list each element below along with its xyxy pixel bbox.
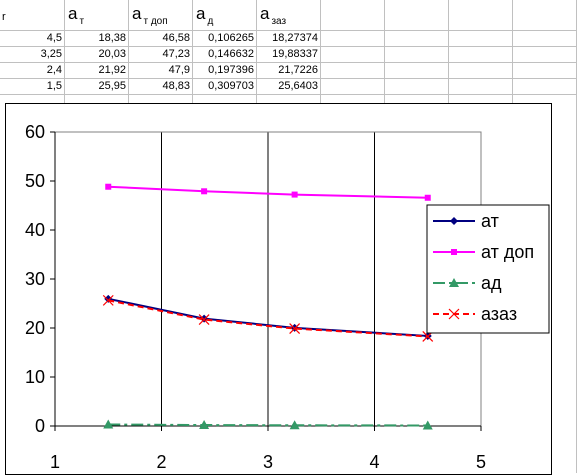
header-atdop-sub: т доп: [143, 16, 168, 27]
chart-area[interactable]: 0 10 20 30 40 50 60 1 2 3 4 5 ат ат доп ад азаз: [5, 103, 552, 475]
cell-atdop[interactable]: 47,23: [162, 48, 190, 60]
series-line: [108, 299, 428, 338]
data-point: [105, 183, 112, 190]
row-line: [0, 30, 577, 31]
data-point: [422, 420, 433, 430]
data-point: [289, 420, 300, 430]
cell-r[interactable]: 3,25: [40, 48, 62, 60]
x-tick-label: 3: [263, 452, 273, 472]
data-point: [289, 323, 301, 334]
series-line: [108, 185, 428, 199]
header-r[interactable]: r: [2, 11, 6, 23]
x-tick-label: 4: [369, 452, 379, 472]
cell-r[interactable]: 4,5: [46, 32, 62, 44]
data-point: [424, 194, 431, 201]
header-ad-sub: д: [207, 16, 214, 27]
data-point: [200, 314, 209, 323]
data-point: [103, 419, 114, 429]
line-chart: 0 10 20 30 40 50 60 1 2 3 4 5 ат ат доп ад азаз: [25, 122, 550, 472]
row-line: [0, 62, 577, 63]
x-tick-label: 2: [156, 452, 166, 472]
data-point: [201, 188, 208, 195]
cell-ad[interactable]: 0,197396: [208, 64, 254, 76]
cell-azaz[interactable]: 18,27374: [272, 32, 318, 44]
data-point: [198, 314, 210, 325]
y-tick-label: 10: [25, 367, 45, 387]
legend-label: ат доп: [481, 242, 534, 262]
legend-box: [426, 204, 550, 334]
y-tick-label: 40: [25, 220, 45, 240]
legend-label: ат: [481, 211, 499, 231]
header-at-main: a: [68, 4, 78, 23]
y-tick-label: 60: [25, 122, 45, 142]
legend-marker: [448, 308, 460, 320]
y-tick-label: 30: [25, 269, 45, 289]
legend-marker: [450, 217, 458, 225]
cell-at[interactable]: 18,38: [98, 32, 126, 44]
y-tick-label: 0: [35, 416, 45, 436]
data-point: [199, 420, 210, 430]
cell-atdop[interactable]: 48,83: [162, 80, 190, 92]
y-tick-label: 20: [25, 318, 45, 338]
cell-ad[interactable]: 0,106265: [208, 32, 254, 44]
cell-azaz[interactable]: 19,88337: [272, 48, 318, 60]
row-line: [0, 46, 577, 47]
cell-at[interactable]: 20,03: [98, 48, 126, 60]
header-at-sub: т: [79, 16, 85, 27]
legend-marker: [449, 278, 459, 287]
cell-r[interactable]: 1,5: [46, 80, 62, 92]
x-tick-label: 1: [50, 452, 60, 472]
legend-marker: [451, 249, 457, 255]
legend-label: азаз: [481, 304, 517, 324]
cell-atdop[interactable]: 47,9: [168, 64, 190, 76]
cell-r[interactable]: 2,4: [46, 64, 62, 76]
header-azaz[interactable]: a заз: [260, 4, 287, 27]
y-tick-label: 50: [25, 171, 45, 191]
row-line: [0, 78, 577, 79]
cell-azaz[interactable]: 25,6403: [278, 80, 318, 92]
header-ad-main: a: [196, 4, 206, 23]
row-line: [0, 94, 577, 95]
cell-ad[interactable]: 0,146632: [208, 48, 254, 60]
header-azaz-main: a: [260, 4, 270, 23]
cell-at[interactable]: 21,92: [98, 64, 126, 76]
header-atdop-main: a: [132, 4, 142, 23]
header-azaz-sub: заз: [271, 16, 287, 27]
legend-label: ад: [481, 273, 502, 293]
cell-ad[interactable]: 0,309703: [208, 80, 254, 92]
data-point: [102, 294, 114, 306]
data-point: [291, 191, 298, 198]
series-line: [108, 423, 428, 427]
x-tick-label: 5: [476, 452, 486, 472]
cell-atdop[interactable]: 46,58: [162, 32, 190, 44]
cell-azaz[interactable]: 21,7226: [278, 64, 318, 76]
cell-at[interactable]: 25,95: [98, 80, 126, 92]
